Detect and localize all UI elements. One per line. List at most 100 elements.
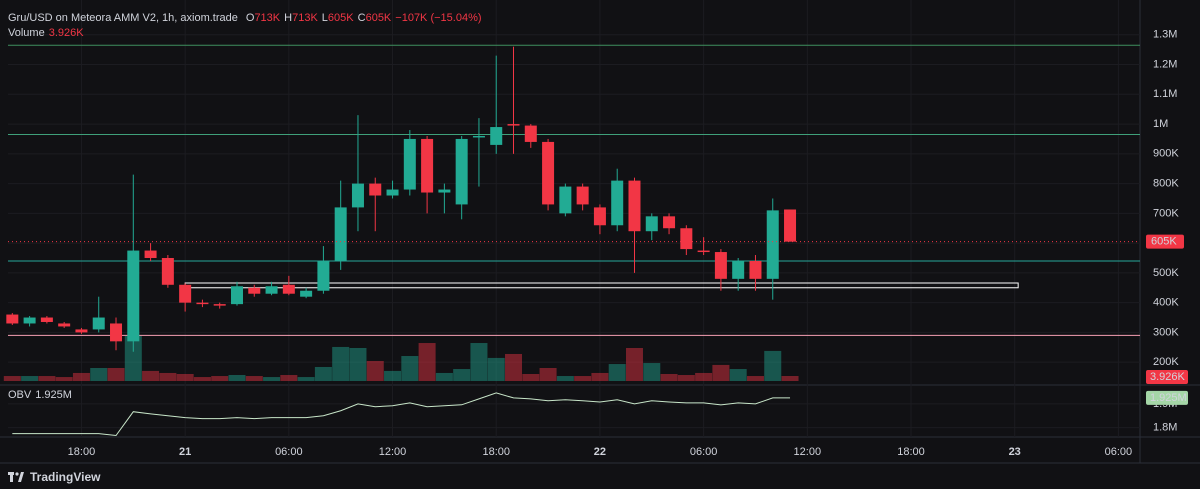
ohlc-value: 713K <box>292 12 318 24</box>
volume-bar <box>384 370 402 381</box>
volume-bar <box>470 343 488 381</box>
volume-bar <box>522 373 540 381</box>
legend-row: Gru/USD on Meteora AMM V2, 1h, axiom.tra… <box>8 12 482 24</box>
candle-body <box>40 317 53 322</box>
x-tick-label: 06:00 <box>690 446 718 458</box>
change: −107K (−15.04%) <box>395 12 482 24</box>
candle-body <box>784 209 797 242</box>
x-tick-label: 21 <box>179 446 191 458</box>
obv-legend: OBV 1.925M <box>8 389 72 401</box>
candle-body <box>403 138 416 190</box>
volume-bar <box>90 367 108 381</box>
price-tag <box>1146 234 1184 249</box>
volume-bar <box>124 336 142 381</box>
candle-body <box>265 286 278 294</box>
volume-bar <box>746 376 764 381</box>
candle-body <box>75 329 88 333</box>
candle-body <box>438 189 451 193</box>
candle-body <box>161 258 174 285</box>
candle-body <box>680 228 693 250</box>
y-tick-label: 200K <box>1153 356 1179 368</box>
obv-tick-label: 1.8M <box>1153 422 1177 434</box>
y-tick-label: 500K <box>1153 267 1179 279</box>
candle-body <box>766 210 779 279</box>
brand: TradingView <box>30 470 101 484</box>
volume-bar <box>332 346 350 381</box>
volume-bar <box>591 372 609 381</box>
volume-bar <box>712 364 730 381</box>
candle-body <box>611 180 624 226</box>
candle-body <box>317 260 330 291</box>
volume-bar <box>366 360 384 381</box>
y-tick-label: 300K <box>1153 326 1179 338</box>
volume-bar <box>297 377 315 381</box>
volume-bar <box>625 347 643 381</box>
footer: TradingView <box>8 470 100 484</box>
candle-body <box>628 180 641 232</box>
ohlc-key: H <box>284 12 293 24</box>
volume-bar <box>314 366 332 381</box>
volume-bar <box>245 376 263 381</box>
volume-bar <box>435 372 453 381</box>
logo <box>8 472 24 482</box>
volume-bar <box>418 343 436 381</box>
volume-bar <box>72 372 90 381</box>
volume-bar <box>781 375 799 381</box>
x-tick-label: 06:00 <box>1105 446 1133 458</box>
candle-body <box>334 207 347 261</box>
volume-bar <box>729 369 747 381</box>
candle-body <box>697 250 710 253</box>
volume-bar <box>159 372 177 381</box>
candle-body <box>351 183 364 208</box>
zone <box>184 282 1019 289</box>
volume-bar <box>228 375 246 381</box>
candle-body <box>576 186 589 205</box>
candle-body <box>92 317 105 330</box>
candle-body <box>455 138 468 205</box>
volume-bar <box>505 353 523 381</box>
ohlc-value: 713K <box>254 12 281 24</box>
volume-tag <box>1146 370 1188 384</box>
volume-bar <box>107 367 125 381</box>
y-tick-label: 700K <box>1153 207 1179 219</box>
volume-bar <box>176 373 194 381</box>
ohlc-value: 605K <box>327 12 354 24</box>
candle-body <box>663 216 676 229</box>
y-tick-label: 800K <box>1153 178 1179 190</box>
y-tick-label: 900K <box>1153 148 1179 160</box>
obv-tag <box>1146 390 1188 405</box>
volume-bar <box>401 356 419 381</box>
volume-bar <box>280 375 298 381</box>
volume-bar <box>55 377 73 381</box>
volume-bar <box>263 377 281 381</box>
candle-body <box>369 183 382 196</box>
x-tick-label: 18:00 <box>897 446 925 458</box>
chart-title: Gru/USD on Meteora AMM V2, 1h, axiom.tra… <box>8 12 238 24</box>
y-tick-label: 1.1M <box>1153 88 1177 100</box>
volume-bar <box>660 373 678 381</box>
volume-bar <box>211 376 229 381</box>
candle-body <box>144 250 157 258</box>
candle-body <box>196 302 209 305</box>
obv-name: OBV <box>8 389 32 401</box>
volume-bar <box>349 347 367 381</box>
volume-bar <box>3 376 21 381</box>
volume-bar <box>695 372 713 381</box>
candle-body <box>230 286 243 305</box>
ohlc-key: O <box>245 12 255 24</box>
candle-body <box>472 135 485 138</box>
candle-body <box>179 284 192 303</box>
candle-body <box>732 260 745 279</box>
y-tick-label: 400K <box>1153 297 1179 309</box>
volume-value: 3.926K <box>48 27 84 39</box>
volume-legend: Volume 3.926K <box>8 27 84 39</box>
volume-bar <box>539 367 557 381</box>
volume-bar <box>574 376 592 381</box>
volume-bar <box>38 376 56 381</box>
x-tick-label: 18:00 <box>482 446 510 458</box>
ohlc-value: 605K <box>365 12 392 24</box>
x-tick-label: 06:00 <box>275 446 303 458</box>
volume-bar <box>764 350 782 381</box>
